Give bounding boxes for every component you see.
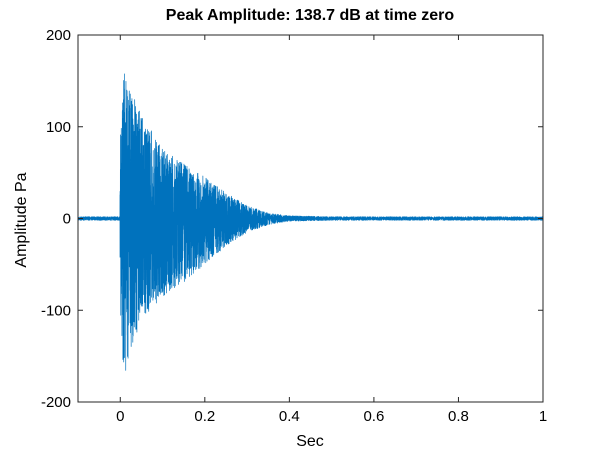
x-tick-label: 0.6 bbox=[363, 408, 384, 425]
series-layer bbox=[78, 73, 543, 371]
y-tick-label: -100 bbox=[41, 302, 71, 319]
y-tick-label: 100 bbox=[46, 119, 71, 136]
series-line bbox=[78, 73, 543, 371]
x-tick-label: 0.2 bbox=[194, 408, 215, 425]
x-tick-label: 0.4 bbox=[279, 408, 300, 425]
x-tick-label: 1 bbox=[539, 408, 547, 425]
x-tick-label: 0.8 bbox=[448, 408, 469, 425]
y-axis-label: Amplitude Pa bbox=[13, 172, 30, 267]
y-tick-label: -200 bbox=[41, 394, 71, 411]
y-tick-label: 200 bbox=[46, 27, 71, 44]
y-tick-label: 0 bbox=[63, 211, 71, 228]
ticks-layer: 0 0.2 0.4 0.6 0.8 1 -200 -100 0 100 200 bbox=[41, 27, 547, 425]
x-tick-label: 0 bbox=[116, 408, 124, 425]
x-axis-label: Sec bbox=[296, 433, 324, 449]
chart-title: Peak Amplitude: 138.7 dB at time zero bbox=[166, 7, 455, 24]
